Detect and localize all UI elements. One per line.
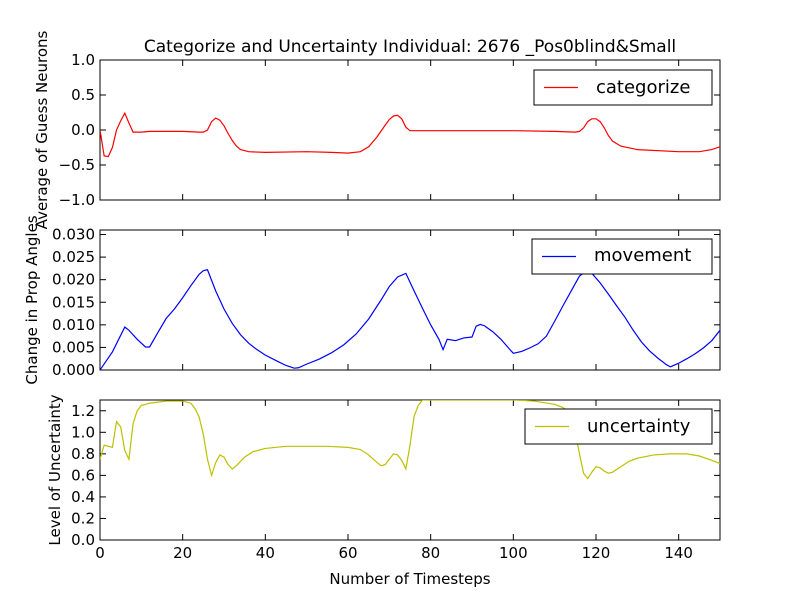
subplots: 1.0 0.5 0.0 −0.5 −1.0 Average of Guess Neuron… (23, 30, 721, 562)
y-tick-label: 0.010 (52, 316, 95, 334)
y-tick-label: 0.025 (52, 248, 95, 266)
legend-label-categorize: categorize (596, 77, 690, 98)
x-tick-label: 100 (499, 544, 528, 562)
y-tick-label: 1.0 (71, 51, 95, 69)
y-tick-label: 0.005 (52, 338, 95, 356)
y-tick-label: 0.8 (71, 445, 95, 463)
series-line-categorize (100, 111, 720, 158)
y-tick-label: 0.0 (71, 121, 95, 139)
y-tick-label: 0.5 (71, 86, 95, 104)
y-axis-label-1: Average of Guess Neurons (33, 30, 51, 229)
y-axis-label-3: Level of Uncertainty (46, 394, 64, 545)
x-tick-label: 20 (173, 544, 192, 562)
y-tick-label: 1.2 (71, 402, 95, 420)
subplot-3: 1.2 1.0 0.8 0.6 0.4 0.2 0.00 20 40 60 80 100 120 140 L… (46, 394, 721, 562)
x-axis-label: Number of Timesteps (329, 570, 490, 588)
x-tick-label: 80 (421, 544, 440, 562)
y-tick-label: 0.020 (52, 271, 95, 289)
subplot-1: 1.0 0.5 0.0 −0.5 −1.0 Average of Guess Neuron… (33, 30, 721, 229)
series-line-uncertainty (100, 400, 720, 480)
legend-label-uncertainty: uncertainty (587, 416, 691, 437)
y-tick-label: 0.030 (52, 226, 95, 244)
y-tick-label: 0.015 (52, 293, 95, 311)
x-tick-label: 40 (256, 544, 275, 562)
series-line-movement (100, 269, 720, 370)
x-tick-label: 0 (95, 544, 105, 562)
y-tick-label: 0.000 (52, 361, 95, 379)
y-tick-label: 0.0 (71, 531, 95, 549)
y-tick-label: 0.6 (71, 466, 95, 484)
y-tick-label: 1.0 (71, 423, 95, 441)
x-tick-label: 140 (664, 544, 693, 562)
y-tick-label: −0.5 (59, 156, 95, 174)
legend-label-movement: movement (594, 245, 691, 266)
y-tick-label: 0.4 (71, 488, 95, 506)
subplot-2: 0.030 0.025 0.020 0.015 0.010 0.005 0.000 Chang… (23, 215, 721, 385)
y-axis-label-2: Change in Prop Angles (23, 215, 41, 384)
chart-title: Categorize and Uncertainty Individual: 2… (144, 37, 676, 57)
x-tick-label: 120 (582, 544, 611, 562)
x-tick-label: 60 (338, 544, 357, 562)
y-tick-label: 0.2 (71, 509, 95, 527)
y-tick-label: −1.0 (59, 191, 95, 209)
